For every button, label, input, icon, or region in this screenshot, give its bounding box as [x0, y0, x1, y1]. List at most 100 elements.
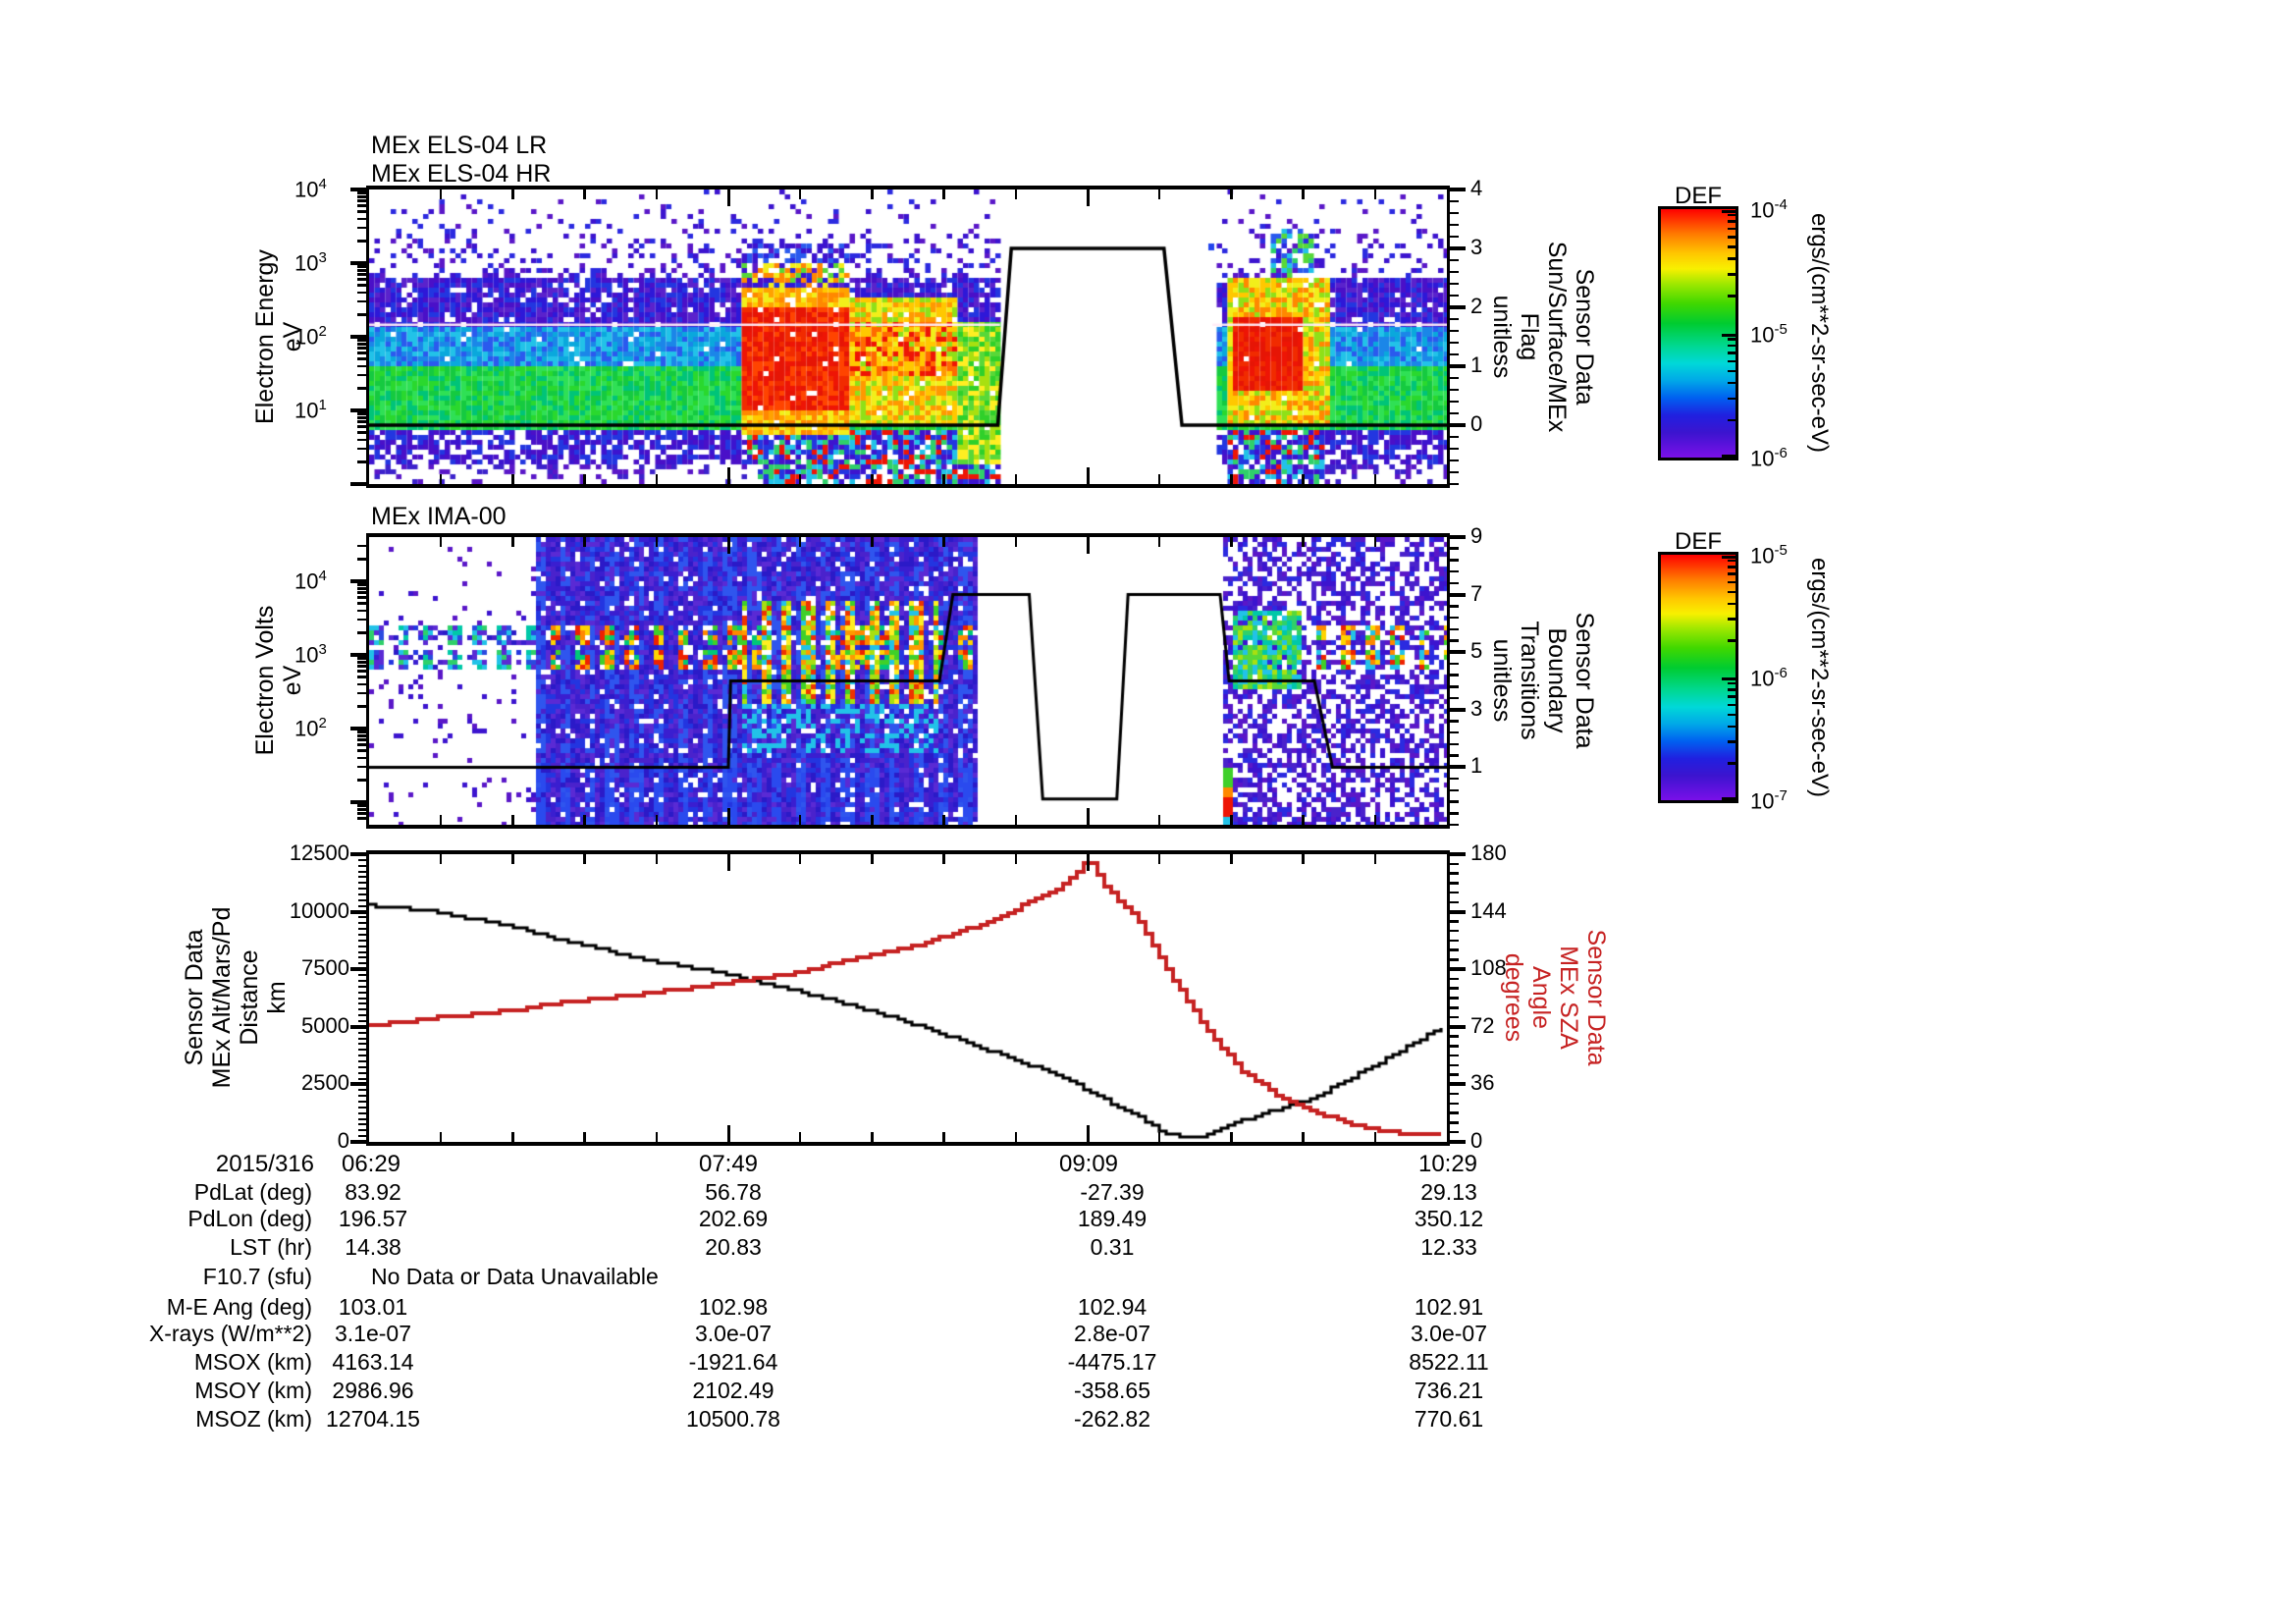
y-tick-label: 4 — [1470, 176, 1483, 200]
x-axis-label-1: 06:29 — [341, 1151, 401, 1177]
y-axis-tick — [1450, 581, 1459, 585]
y-axis-tick — [357, 705, 366, 708]
y-axis-tick — [358, 1055, 366, 1057]
ima-colorbar-unit-label: ergs/(cm**2-sr-sec-eV) — [1806, 557, 1833, 798]
y-axis-tick — [358, 1089, 366, 1092]
exponent: 2 — [318, 323, 327, 340]
y-axis-tick — [357, 749, 366, 752]
y-axis-tick — [357, 412, 366, 415]
y-axis-tick — [357, 691, 366, 695]
y-axis-tick — [1450, 720, 1459, 723]
table-row-label: PdLon (deg) — [187, 1206, 312, 1231]
x-axis-tick — [871, 474, 874, 484]
x-axis-tick — [942, 474, 945, 484]
x-axis-tick — [1230, 474, 1233, 484]
y-axis-tick — [1450, 1054, 1459, 1057]
x-axis-tick — [655, 474, 659, 484]
y-axis-tick — [358, 898, 366, 901]
x-axis-tick — [511, 815, 514, 825]
y-tick-label: 36 — [1470, 1070, 1495, 1096]
y-tick-label: 5000 — [301, 1012, 349, 1038]
y-axis-tick — [1450, 987, 1459, 990]
x-axis-tick — [1086, 854, 1090, 871]
y-axis-tick — [357, 373, 366, 377]
table-row-label: M-E Ang (deg) — [166, 1294, 312, 1320]
y-axis-tick — [357, 596, 366, 599]
table-cell: 56.78 — [705, 1179, 762, 1205]
y-axis-tick — [358, 1106, 366, 1109]
y-axis-tick — [1450, 730, 1459, 734]
y-axis-tick — [358, 876, 366, 879]
exponent: 3 — [318, 641, 327, 658]
y-axis-tick — [1450, 294, 1459, 298]
table-cell: 202.69 — [698, 1206, 769, 1231]
x-axis-tick — [1302, 537, 1305, 547]
table-cell: -262.82 — [1073, 1406, 1150, 1432]
y-axis-tick — [358, 888, 366, 891]
colorbar-tick — [1728, 257, 1735, 260]
x-axis-tick — [1086, 537, 1090, 554]
x-axis-tick — [1157, 854, 1161, 864]
table-cell: 2.8e-07 — [1073, 1321, 1150, 1346]
table-cell: 2986.96 — [332, 1378, 414, 1403]
els-right-axis-label: Sensor Data Sun/Surface/MEx Flag unitles… — [1488, 242, 1598, 433]
table-cell: 3.0e-07 — [1410, 1321, 1487, 1346]
y-axis-tick — [1450, 852, 1459, 856]
y-axis-tick — [357, 602, 366, 605]
table-cell: 189.49 — [1077, 1206, 1148, 1231]
y-axis-tick — [1450, 754, 1459, 757]
table-cell: 0.31 — [1090, 1234, 1135, 1260]
colorbar-tick — [1728, 227, 1735, 231]
colorbar-tick — [1728, 418, 1735, 422]
colorbar-tick — [1728, 602, 1735, 606]
table-cell: 770.61 — [1414, 1406, 1484, 1432]
y-axis-tick — [357, 670, 366, 673]
x-axis-tick — [439, 815, 443, 825]
colorbar-tick-label: 10-7 — [1750, 787, 1788, 814]
x-axis-tick — [726, 854, 730, 871]
x-axis-tick — [1373, 189, 1377, 199]
y-axis-tick — [358, 1071, 366, 1074]
ima-right-axis-label-line: unitless — [1488, 638, 1516, 723]
y-axis-tick — [358, 968, 366, 971]
y-axis-tick — [358, 864, 366, 867]
x-axis-tick — [942, 189, 945, 199]
table-cell: 196.57 — [338, 1206, 408, 1231]
y-axis-tick — [1450, 246, 1459, 250]
y-axis-tick — [1450, 282, 1459, 286]
y-axis-tick — [357, 447, 366, 451]
x-axis-tick — [1014, 854, 1018, 864]
exponent: 4 — [318, 568, 327, 584]
y-axis-tick — [357, 299, 366, 303]
ima-left-axis-label-line: Electron Volts — [251, 605, 279, 756]
x-axis-tick — [798, 854, 802, 864]
els-left-axis-label-line: Electron Energy — [251, 249, 279, 424]
y-axis-tick — [1450, 329, 1459, 333]
y-axis-tick — [358, 882, 366, 885]
y-axis-tick — [357, 460, 366, 463]
table-cell: 3.0e-07 — [694, 1321, 772, 1346]
x-axis-tick — [871, 854, 874, 864]
y-axis-tick — [358, 858, 366, 861]
y-axis-tick — [357, 734, 366, 737]
x-axis-tick — [511, 537, 514, 547]
table-cell: 350.12 — [1414, 1206, 1484, 1231]
ima-right-axis-label-line: Transitions — [1516, 621, 1543, 740]
x-axis-tick — [655, 854, 659, 864]
y-axis-tick — [358, 1111, 366, 1114]
table-cell: 103.01 — [338, 1294, 408, 1320]
y-axis-tick — [357, 676, 366, 678]
x-axis-tick — [1014, 1132, 1018, 1142]
x-axis-label-3: 09:09 — [1058, 1151, 1119, 1177]
x-axis-tick — [583, 815, 586, 825]
y-axis-tick — [358, 910, 366, 913]
x-axis-tick — [583, 189, 586, 199]
ephemeris-left-axis-label-line: Distance — [236, 949, 263, 1046]
y-axis-tick — [1450, 305, 1459, 309]
x-axis-tick — [871, 189, 874, 199]
y-axis-tick — [1450, 211, 1459, 215]
y-tick-label: 104 — [294, 568, 327, 594]
table-cell: 3.1e-07 — [334, 1321, 411, 1346]
y-axis-tick — [1450, 547, 1459, 550]
colorbar-tick-label: 10-6 — [1750, 665, 1788, 691]
